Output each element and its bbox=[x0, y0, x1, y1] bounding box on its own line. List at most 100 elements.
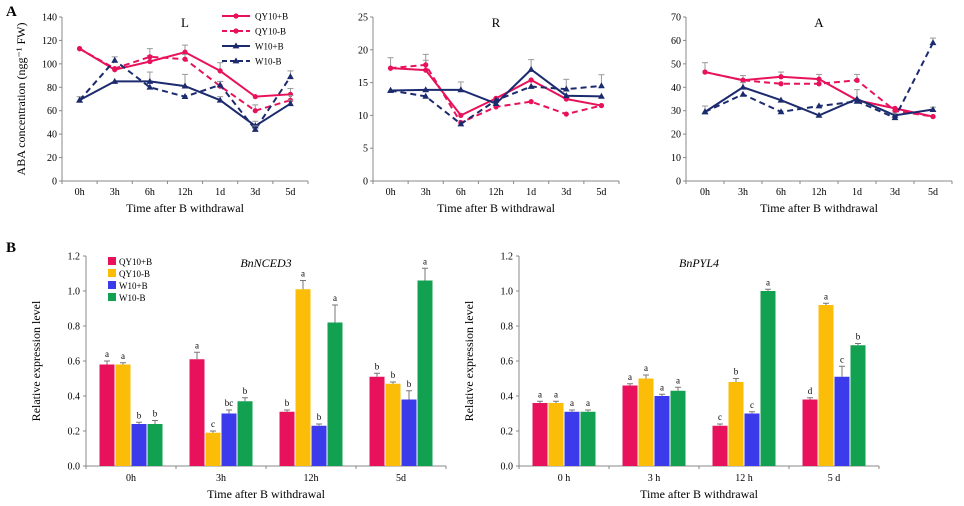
line-l-x-axis-title: Time after B withdrawal bbox=[126, 201, 245, 215]
bar-pyl4-bar bbox=[834, 376, 850, 466]
bar-pyl4-bar bbox=[670, 390, 686, 466]
bar-legend-swatch bbox=[108, 293, 116, 301]
bar-pyl4-bar bbox=[654, 396, 670, 466]
bar-nced3-bar bbox=[147, 424, 163, 466]
bar-pyl4-y-tick-label: 0.6 bbox=[501, 357, 514, 368]
line-l-data-point bbox=[181, 82, 189, 89]
line-r-x-tick-label: 3h bbox=[421, 187, 431, 198]
line-r-x-tick-label: 1d bbox=[526, 187, 536, 198]
line-a-y-tick-label: 40 bbox=[671, 83, 681, 94]
line-l-data-point bbox=[147, 54, 153, 60]
line-r-title: R bbox=[492, 15, 501, 30]
line-a-x-tick-label: 5d bbox=[928, 187, 938, 198]
line-r-x-tick-label: 6h bbox=[456, 187, 466, 198]
line-r-y-tick-label: 20 bbox=[358, 45, 368, 56]
line-a-data-point bbox=[892, 108, 898, 114]
bar-nced3-y-tick-label: 0.6 bbox=[68, 357, 81, 368]
bar-nced3-y-tick-label: 1.2 bbox=[68, 252, 81, 263]
bar-pyl4-bar bbox=[818, 305, 834, 466]
bar-pyl4-y-tick-label: 1.2 bbox=[501, 252, 514, 263]
bar-nced3-title: BnNCED3 bbox=[240, 256, 291, 270]
line-a-data-point bbox=[739, 83, 747, 90]
line-r-y-tick-label: 10 bbox=[358, 111, 368, 122]
bar-pyl4-bar bbox=[744, 413, 760, 466]
bar-pyl4-bar bbox=[580, 411, 596, 466]
line-l-x-tick-label: 5d bbox=[285, 187, 295, 198]
line-a-data-point bbox=[701, 108, 709, 115]
line-l-y-tick-label: 100 bbox=[42, 59, 57, 70]
line-a-data-point bbox=[702, 69, 708, 75]
line-l-y-axis-title: ABA concentration (ngg⁻¹ FW) bbox=[14, 23, 28, 176]
line-a-data-point bbox=[853, 97, 861, 104]
bar-nced3-significance-letter: b bbox=[243, 386, 248, 396]
bar-legend-swatch bbox=[108, 281, 116, 289]
bar-legend-swatch bbox=[108, 269, 116, 277]
bar-pyl4-x-axis-title: Time after B withdrawal bbox=[640, 487, 759, 501]
bar-nced3-significance-letter: a bbox=[301, 269, 305, 279]
line-a-data-point bbox=[929, 39, 937, 46]
bar-pyl4-significance-letter: a bbox=[676, 375, 680, 385]
bar-nced3-x-tick-label: 3h bbox=[216, 473, 226, 484]
bar-pyl4-significance-letter: a bbox=[660, 382, 664, 392]
line-l-y-tick-label: 40 bbox=[47, 130, 57, 141]
line-a-data-point bbox=[891, 114, 899, 121]
bar-pyl4-significance-letter: c bbox=[718, 412, 722, 422]
line-a-data-point bbox=[778, 81, 784, 87]
bar-pyl4-significance-letter: a bbox=[554, 389, 558, 399]
line-r-data-point bbox=[527, 82, 535, 89]
bar-nced3-y-tick-label: 0.8 bbox=[68, 322, 81, 333]
bar-nced3-bar bbox=[401, 399, 417, 466]
line-r-data-point bbox=[387, 65, 394, 71]
bar-nced3-y-tick-label: 0.2 bbox=[68, 427, 81, 438]
line-a-x-tick-label: 6h bbox=[776, 187, 786, 198]
line-r-y-tick-label: 5 bbox=[363, 144, 368, 155]
bar-pyl4-y-tick-label: 0.4 bbox=[501, 392, 514, 403]
bar-nced3-bar bbox=[369, 376, 385, 466]
line-r-data-point bbox=[457, 120, 465, 127]
line-a-y-tick-label: 50 bbox=[671, 59, 681, 70]
bar-nced3-bar bbox=[237, 401, 253, 466]
bar-nced3-bar bbox=[327, 322, 343, 466]
bar-nced3-significance-letter: b bbox=[375, 361, 380, 371]
bar-nced3-y-tick-label: 0.4 bbox=[68, 392, 81, 403]
bar-pyl4-significance-letter: a bbox=[628, 372, 632, 382]
line-a-data-point bbox=[815, 111, 823, 118]
line-a-title: A bbox=[814, 15, 824, 30]
bar-nced3-significance-letter: bc bbox=[225, 398, 234, 408]
bar-nced3-x-tick-label: 12h bbox=[304, 473, 319, 484]
line-l-y-tick-label: 60 bbox=[47, 106, 57, 117]
line-a-data-point bbox=[929, 105, 937, 112]
bar-legend-label: W10-B bbox=[119, 293, 146, 303]
bar-pyl4-bar bbox=[760, 291, 776, 466]
line-a-y-tick-label: 60 bbox=[671, 36, 681, 47]
line-legend-marker bbox=[232, 42, 240, 49]
line-a-x-tick-label: 3d bbox=[890, 187, 900, 198]
line-l-x-tick-label: 1d bbox=[215, 187, 225, 198]
bar-pyl4-significance-letter: c bbox=[750, 400, 754, 410]
line-l-data-point bbox=[251, 125, 259, 132]
bar-nced3-y-tick-label: 0.0 bbox=[68, 462, 81, 473]
line-r-y-tick-label: 0 bbox=[363, 177, 368, 188]
line-r-data-point bbox=[598, 92, 605, 99]
line-l-data-point bbox=[182, 56, 188, 62]
line-l-data-point bbox=[146, 83, 154, 90]
line-l-data-point bbox=[252, 94, 258, 100]
bar-nced3-y-axis-title: Relative expression level bbox=[29, 300, 43, 421]
bar-pyl4-significance-letter: a bbox=[644, 363, 648, 373]
line-a-x-tick-label: 0h bbox=[700, 187, 710, 198]
line-r-data-point bbox=[422, 92, 430, 99]
bar-nced3-bar bbox=[115, 364, 131, 466]
bar-nced3-significance-letter: a bbox=[423, 256, 427, 266]
bar-pyl4-y-tick-label: 1.0 bbox=[501, 287, 514, 298]
line-l-data-point bbox=[76, 46, 83, 52]
line-l-x-tick-label: 12h bbox=[178, 187, 193, 198]
line-l-data-point bbox=[76, 96, 83, 103]
line-r-data-point bbox=[528, 99, 534, 105]
bar-pyl4-bar bbox=[622, 385, 638, 466]
bar-nced3-significance-letter: a bbox=[333, 293, 337, 303]
bar-pyl4-x-tick-label: 5 d bbox=[828, 473, 841, 484]
bar-nced3-bar bbox=[385, 383, 401, 466]
bar-pyl4-x-tick-label: 0 h bbox=[558, 473, 571, 484]
bar-nced3-significance-letter: b bbox=[137, 410, 142, 420]
